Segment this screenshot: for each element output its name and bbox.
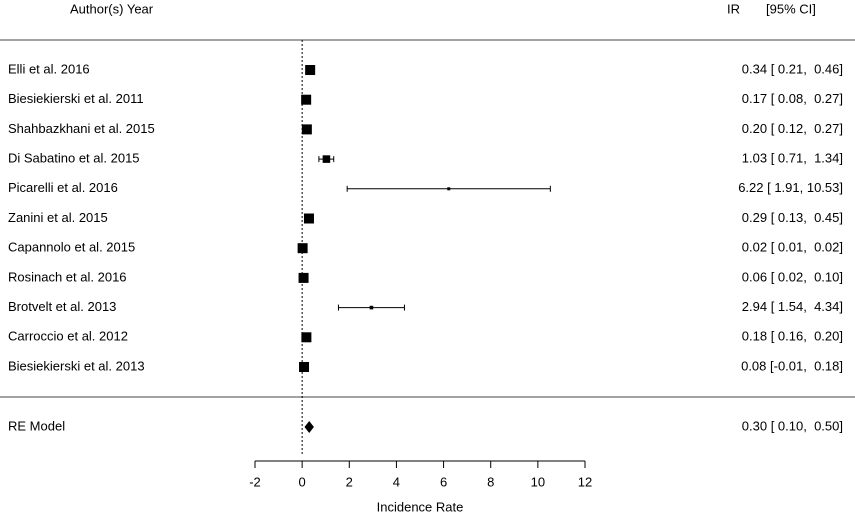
estimate-label: 1.03 [ 0.71, 1.34] xyxy=(742,151,843,166)
summary-estimate-label: 0.30 [ 0.10, 0.50] xyxy=(742,418,843,433)
summary-label: RE Model xyxy=(8,418,65,433)
estimate-label: 0.29 [ 0.13, 0.45] xyxy=(742,210,843,225)
study-label: Elli et al. 2016 xyxy=(8,61,90,76)
x-tick-label: 6 xyxy=(440,474,447,489)
x-tick-label: 8 xyxy=(487,474,494,489)
estimate-square xyxy=(297,243,308,254)
ci-header: [95% CI] xyxy=(766,1,816,16)
study-header: Author(s) Year xyxy=(70,1,154,16)
estimate-square xyxy=(369,305,374,310)
x-tick-label: 4 xyxy=(393,474,400,489)
estimate-square xyxy=(305,65,316,75)
estimate-square xyxy=(447,187,451,191)
x-tick-label: 12 xyxy=(578,474,592,489)
x-tick-label: 0 xyxy=(299,474,306,489)
estimate-square xyxy=(301,124,312,135)
x-tick-label: -2 xyxy=(249,474,261,489)
estimate-label: 0.02 [ 0.01, 0.02] xyxy=(742,240,843,255)
x-tick-label: 10 xyxy=(531,474,545,489)
study-label: Capannolo et al. 2015 xyxy=(8,240,135,255)
estimate-label: 0.17 [ 0.08, 0.27] xyxy=(742,91,843,106)
estimate-label: 6.22 [ 1.91, 10.53] xyxy=(738,180,843,195)
estimate-square xyxy=(299,362,310,372)
summary-diamond xyxy=(304,421,314,433)
study-label: Carroccio et al. 2012 xyxy=(8,329,128,344)
estimate-label: 0.06 [ 0.02, 0.10] xyxy=(742,269,843,284)
estimate-square xyxy=(322,155,331,163)
x-tick-label: 2 xyxy=(346,474,353,489)
estimate-header: IR xyxy=(727,1,740,16)
estimate-label: 0.20 [ 0.12, 0.27] xyxy=(742,121,843,136)
x-axis-label: Incidence Rate xyxy=(377,499,464,514)
estimate-square xyxy=(298,272,309,283)
estimate-label: 0.18 [ 0.16, 0.20] xyxy=(742,329,843,344)
estimate-label: 0.34 [ 0.21, 0.46] xyxy=(742,61,843,76)
study-label: Biesiekierski et al. 2013 xyxy=(8,358,145,373)
study-label: Zanini et al. 2015 xyxy=(8,210,108,225)
study-label: Biesiekierski et al. 2011 xyxy=(8,91,144,106)
study-label: Shahbazkhani et al. 2015 xyxy=(8,121,155,136)
estimate-square xyxy=(301,94,312,105)
estimate-square xyxy=(301,332,312,343)
estimate-square xyxy=(303,213,314,224)
study-label: Brotvelt et al. 2013 xyxy=(8,299,116,314)
estimate-label: 2.94 [ 1.54, 4.34] xyxy=(742,299,843,314)
study-label: Picarelli et al. 2016 xyxy=(8,180,118,195)
study-label: Rosinach et al. 2016 xyxy=(8,269,127,284)
estimate-label: 0.08 [-0.01, 0.18] xyxy=(741,358,843,373)
study-label: Di Sabatino et al. 2015 xyxy=(8,151,140,166)
